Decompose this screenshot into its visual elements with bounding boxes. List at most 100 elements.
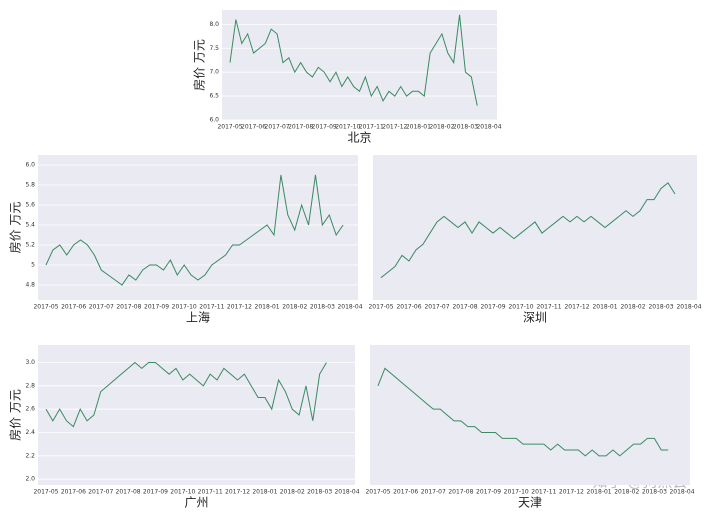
x-tick-label: 2017-05 xyxy=(33,304,58,311)
x-tick-label: 2017-12 xyxy=(227,304,252,311)
y-tick-label: 6.0 xyxy=(25,162,35,169)
x-tick-label: 2018-03 xyxy=(642,489,667,496)
x-tick-label: 2018-01 xyxy=(406,124,431,131)
y-tick-label: 8.0 xyxy=(209,21,219,28)
x-tick-label: 2017-07 xyxy=(265,124,290,131)
subplot: 2017-05 2017-06 2017-07 2017-08 2017-09 2017-… xyxy=(368,155,702,325)
x-axis-label: 北京 xyxy=(347,131,371,145)
x-tick-label: 2017-10 xyxy=(335,124,360,131)
x-tick-label: 2017-10 xyxy=(172,304,197,311)
x-tick-label: 2018-04 xyxy=(337,304,362,311)
y-tick-label: 3.0 xyxy=(25,359,35,366)
x-axis-label: 天津 xyxy=(518,496,542,510)
plot-area xyxy=(38,345,355,485)
x-tick-label: 2017-07 xyxy=(421,489,446,496)
y-tick-label: 2.8 xyxy=(25,382,35,389)
x-tick-label: 2017-06 xyxy=(61,304,86,311)
x-tick-label: 2018-02 xyxy=(620,304,645,311)
x-tick-label: 2017-10 xyxy=(508,304,533,311)
x-tick-label: 2017-08 xyxy=(452,304,477,311)
x-tick-label: 2018-02 xyxy=(614,489,639,496)
x-tick-label: 2018-04 xyxy=(676,304,701,311)
x-tick-label: 2017-11 xyxy=(199,304,224,311)
x-tick-label: 2018-01 xyxy=(252,489,277,496)
x-tick-label: 2018-03 xyxy=(307,489,332,496)
x-tick-label: 2017-05 xyxy=(217,124,242,131)
x-tick-label: 2017-07 xyxy=(89,304,114,311)
y-tick-label: 6.5 xyxy=(209,93,219,100)
x-tick-label: 2018-04 xyxy=(334,489,359,496)
x-tick-label: 2017-11 xyxy=(536,304,561,311)
x-tick-label: 2017-06 xyxy=(61,489,86,496)
x-tick-label: 2018-02 xyxy=(429,124,454,131)
x-tick-label: 2017-10 xyxy=(504,489,529,496)
x-tick-label: 2017-11 xyxy=(531,489,556,496)
x-tick-label: 2017-11 xyxy=(198,489,223,496)
y-tick-label: 2.6 xyxy=(25,406,35,413)
subplot: 2017-05 2017-06 2017-07 2017-08 2017-09 2017-… xyxy=(365,345,695,510)
data-line xyxy=(45,174,344,286)
x-tick-label: 2017-08 xyxy=(448,489,473,496)
x-tick-label: 2018-03 xyxy=(453,124,478,131)
data-line xyxy=(229,14,478,106)
plot-area xyxy=(38,155,358,300)
x-tick-label: 2017-09 xyxy=(143,489,168,496)
y-tick-label: 2.0 xyxy=(25,476,35,483)
y-tick-label: 5.8 xyxy=(25,182,35,189)
x-axis-label: 上海 xyxy=(186,310,210,325)
x-tick-label: 2017-12 xyxy=(559,489,584,496)
x-tick-label: 2017-09 xyxy=(480,304,505,311)
y-tick-label: 7.0 xyxy=(209,69,219,76)
x-tick-label: 2017-07 xyxy=(424,304,449,311)
y-tick-label: 7.5 xyxy=(209,45,219,52)
y-tick-label: 4.8 xyxy=(25,282,35,289)
x-tick-label: 2017-05 xyxy=(33,489,58,496)
data-line xyxy=(377,367,669,457)
data-line xyxy=(45,361,327,428)
x-tick-label: 2018-01 xyxy=(587,489,612,496)
x-tick-label: 2017-12 xyxy=(564,304,589,311)
x-tick-label: 2018-01 xyxy=(255,304,280,311)
plot-area xyxy=(222,10,497,120)
x-tick-label: 2017-10 xyxy=(170,489,195,496)
y-axis-label: 房价 万元 xyxy=(192,39,207,91)
x-tick-label: 2017-08 xyxy=(116,304,141,311)
y-tick-label: 2.4 xyxy=(25,429,35,436)
x-tick-label: 2018-02 xyxy=(280,489,305,496)
x-tick-label: 2018-03 xyxy=(648,304,673,311)
y-tick-label: 5.2 xyxy=(25,242,35,249)
x-tick-label: 2017-06 xyxy=(241,124,266,131)
subplot: 6.06.57.07.58.02017-052017-062017-072017… xyxy=(192,10,502,145)
y-axis-label: 房价 万元 xyxy=(8,202,23,254)
y-tick-label: 2.2 xyxy=(25,452,35,459)
x-tick-label: 2017-09 xyxy=(476,489,501,496)
x-tick-label: 2018-01 xyxy=(592,304,617,311)
x-tick-label: 2017-12 xyxy=(225,489,250,496)
x-tick-label: 2017-09 xyxy=(144,304,169,311)
x-tick-label: 2017-08 xyxy=(116,489,141,496)
y-tick-label: 5.6 xyxy=(25,202,35,209)
y-tick-label: 5 xyxy=(31,262,35,269)
x-tick-label: 2018-02 xyxy=(282,304,307,311)
y-axis-label: 房价 万元 xyxy=(8,389,23,441)
x-axis-label: 广州 xyxy=(184,496,208,510)
subplot: 4.8 5 5.2 5.4 5.6 5.8 6.0 2017-05 2017-06 2017-07… xyxy=(8,155,363,325)
plot-area xyxy=(373,155,697,300)
x-tick-label: 2018-03 xyxy=(310,304,335,311)
data-line xyxy=(380,182,676,279)
y-tick-label: 6.0 xyxy=(209,117,219,124)
plot-area xyxy=(370,345,690,485)
x-axis-label: 深圳 xyxy=(523,311,547,325)
y-tick-label: 5.4 xyxy=(25,222,35,229)
x-tick-label: 2017-06 xyxy=(393,489,418,496)
x-tick-label: 2017-05 xyxy=(368,304,393,311)
x-tick-label: 2017-09 xyxy=(312,124,337,131)
x-tick-label: 2017-08 xyxy=(288,124,313,131)
x-tick-label: 2017-12 xyxy=(382,124,407,131)
x-tick-label: 2018-04 xyxy=(669,489,694,496)
x-tick-label: 2017-06 xyxy=(396,304,421,311)
x-tick-label: 2017-05 xyxy=(365,489,390,496)
x-tick-label: 2017-11 xyxy=(359,124,384,131)
